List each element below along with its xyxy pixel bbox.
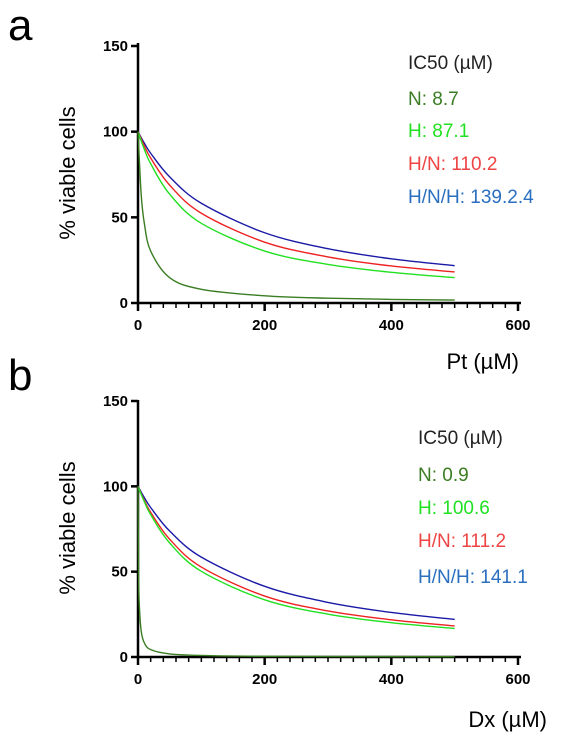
panel-a-series-h-n-h <box>137 131 455 267</box>
panel-a-legend-h: H: 87.1 <box>408 121 469 142</box>
panel-b-legend-title: IC50 (µM) <box>418 428 503 449</box>
panel-a-y-axis-title: % viable cells <box>55 106 80 239</box>
panel-b-legend-hnh: H/N/H: 141.1 <box>418 567 528 588</box>
panel-a-x-ticks: 0 200 400 600 <box>134 303 531 334</box>
panel-a-series-n <box>137 131 455 301</box>
panel-b-y-tick-label: 50 <box>111 564 128 581</box>
panel-a-plot-area: 0 50 100 150 0 200 400 600 <box>103 38 531 334</box>
panel-a-x-minor-ticks <box>149 303 507 308</box>
panel-b-plot-area: 0 50 100 150 0 200 400 600 <box>103 393 531 688</box>
panel-b-x-ticks: 0 200 400 600 <box>134 657 531 688</box>
panel-a-letter: a <box>8 1 33 50</box>
panel-b-series-lines <box>137 485 455 658</box>
panel-a-legend: IC50 (µM) N: 8.7 H: 87.1 H/N: 110.2 H/N/… <box>408 53 534 208</box>
panel-b-legend-n: N: 0.9 <box>418 465 469 486</box>
panel-b-x-axis-title: Dx (µM) <box>468 707 547 732</box>
panel-a-y-tick-label: 50 <box>111 209 128 226</box>
panel-a-y-tick-label: 100 <box>103 124 128 141</box>
panel-b: b 0 50 100 150 0 200 400 600 % viable cells Dx… <box>8 351 547 732</box>
panel-a-x-tick-label: 200 <box>252 317 277 334</box>
panel-b-series-h-n <box>137 486 455 627</box>
panel-b-x-tick-label: 200 <box>252 671 277 688</box>
panel-a-series-lines <box>137 131 455 301</box>
panel-a-x-axis-title: Pt (µM) <box>446 349 519 374</box>
panel-b-letter: b <box>8 351 32 400</box>
panel-b-x-minor-ticks <box>149 657 507 662</box>
panel-b-legend-h: H: 100.6 <box>418 498 490 519</box>
panel-a-x-tick-label: 600 <box>505 317 530 334</box>
panel-b-y-tick-label: 100 <box>103 478 128 495</box>
panel-b-legend-hn: H/N: 111.2 <box>418 531 506 552</box>
panel-b-x-tick-label: 0 <box>134 671 142 688</box>
panel-b-series-h-n-h <box>137 485 455 621</box>
panel-a-x-tick-label: 0 <box>134 317 142 334</box>
panel-a-legend-title: IC50 (µM) <box>408 53 493 74</box>
panel-b-x-tick-label: 400 <box>379 671 404 688</box>
panel-a-y-ticks: 0 50 100 150 <box>103 38 138 312</box>
panel-a-legend-hn: H/N: 110.2 <box>408 154 497 175</box>
panel-a-y-tick-label: 0 <box>120 295 128 312</box>
panel-b-y-axis-title: % viable cells <box>55 461 80 594</box>
panel-a: a 0 50 100 150 0 200 400 600 % viable cells Pt… <box>8 1 534 374</box>
panel-b-x-tick-label: 600 <box>505 671 530 688</box>
panel-b-y-tick-label: 150 <box>103 393 128 410</box>
panel-a-legend-n: N: 8.7 <box>408 89 459 110</box>
panel-b-legend: IC50 (µM) N: 0.9 H: 100.6 H/N: 111.2 H/N… <box>418 428 528 588</box>
panel-b-series-n <box>137 486 455 658</box>
panel-a-series-h <box>137 131 455 279</box>
panel-b-y-tick-label: 0 <box>120 649 128 666</box>
panel-a-y-tick-label: 150 <box>103 38 128 55</box>
panel-a-legend-hnh: H/N/H: 139.2.4 <box>408 187 534 208</box>
panel-b-y-ticks: 0 50 100 150 <box>103 393 138 666</box>
panel-a-x-tick-label: 400 <box>379 317 404 334</box>
panel-b-series-h <box>137 486 455 630</box>
panel-a-series-h-n <box>137 131 455 273</box>
